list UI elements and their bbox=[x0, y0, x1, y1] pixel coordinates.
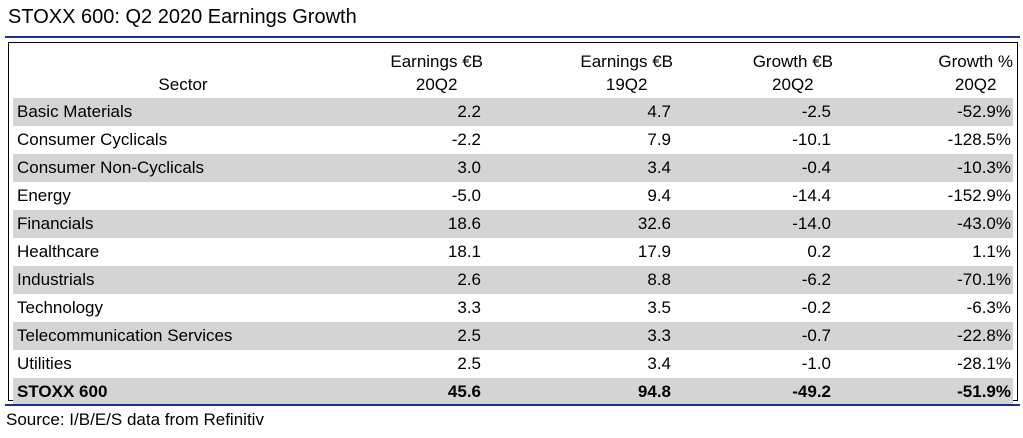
sector-cell: Energy bbox=[17, 186, 71, 205]
bottom-rule bbox=[5, 404, 1020, 406]
sector-cell: Consumer Non-Cyclicals bbox=[13, 154, 353, 182]
earnings-19q2-cell: 7.9 bbox=[647, 130, 671, 149]
growth-pct-cell: -128.5% bbox=[947, 130, 1011, 149]
table-row: Industrials 2.6 8.8 -6.2 -70.1% bbox=[13, 266, 1013, 294]
header-growth-pct-line1: Growth % bbox=[938, 52, 1013, 71]
total-row: STOXX 600 45.6 94.8 -49.2 -51.9% bbox=[13, 378, 1013, 406]
earnings-19q2-cell: 4.7 bbox=[483, 98, 673, 126]
growth-pct-cell: -152.9% bbox=[947, 186, 1011, 205]
header-earnings-20q2: Earnings €B 20Q2 bbox=[353, 47, 483, 98]
table-row: Financials 18.6 32.6 -14.0 -43.0% bbox=[13, 210, 1013, 238]
growth-eur-cell: -10.1 bbox=[792, 130, 831, 149]
earnings-20q2-cell: 2.5 bbox=[457, 354, 481, 373]
growth-pct-cell: -6.3% bbox=[966, 298, 1011, 317]
earnings-20q2-cell: 3.0 bbox=[353, 154, 483, 182]
growth-pct-cell: -28.1% bbox=[957, 354, 1011, 373]
earnings-20q2-cell: 2.2 bbox=[353, 98, 483, 126]
table-row: Energy -5.0 9.4 -14.4 -152.9% bbox=[13, 182, 1013, 210]
top-rule bbox=[5, 36, 1020, 38]
earnings-20q2-cell: -5.0 bbox=[451, 186, 481, 205]
growth-eur-cell: -0.2 bbox=[801, 298, 831, 317]
table-row: Basic Materials 2.2 4.7 -2.5 -52.9% bbox=[13, 98, 1013, 126]
total-growth-eur-cell: -49.2 bbox=[673, 378, 833, 406]
earnings-table-frame: Sector Earnings €B 20Q2 Earnings €B 19Q2 bbox=[8, 42, 1018, 406]
sector-cell: Basic Materials bbox=[13, 98, 353, 126]
table-row: Consumer Cyclicals -2.2 7.9 -10.1 -128.5… bbox=[13, 126, 1013, 154]
earnings-19q2-cell: 9.4 bbox=[647, 186, 671, 205]
table-row: Technology 3.3 3.5 -0.2 -6.3% bbox=[13, 294, 1013, 322]
earnings-20q2-cell: 3.3 bbox=[457, 298, 481, 317]
total-earnings-19q2-cell: 94.8 bbox=[483, 378, 673, 406]
sector-cell: Industrials bbox=[13, 266, 353, 294]
earnings-19q2-cell: 3.5 bbox=[647, 298, 671, 317]
header-sector-label: Sector bbox=[158, 75, 208, 94]
growth-eur-cell: -6.2 bbox=[673, 266, 833, 294]
growth-eur-cell: 0.2 bbox=[807, 242, 831, 261]
header-sector: Sector bbox=[13, 47, 353, 98]
sector-cell: Technology bbox=[17, 298, 104, 317]
table-row: Telecommunication Services 2.5 3.3 -0.7 … bbox=[13, 322, 1013, 350]
sector-cell: Healthcare bbox=[17, 242, 100, 261]
header-earnings-20q2-line1: Earnings €B bbox=[390, 52, 483, 71]
growth-eur-cell: -0.4 bbox=[673, 154, 833, 182]
growth-pct-cell: -70.1% bbox=[833, 266, 1013, 294]
growth-pct-cell: -10.3% bbox=[833, 154, 1013, 182]
sector-cell: Telecommunication Services bbox=[13, 322, 353, 350]
total-earnings-20q2-cell: 45.6 bbox=[353, 378, 483, 406]
table-title: STOXX 600: Q2 2020 Earnings Growth bbox=[8, 6, 357, 28]
total-sector-cell: STOXX 600 bbox=[13, 378, 353, 406]
sector-cell: Financials bbox=[13, 210, 353, 238]
earnings-19q2-cell: 17.9 bbox=[637, 242, 671, 261]
earnings-20q2-cell: 2.6 bbox=[353, 266, 483, 294]
header-earnings-19q2: Earnings €B 19Q2 bbox=[483, 47, 673, 98]
earnings-20q2-cell: 18.6 bbox=[353, 210, 483, 238]
growth-pct-cell: -52.9% bbox=[833, 98, 1013, 126]
growth-pct-cell: -43.0% bbox=[833, 210, 1013, 238]
growth-eur-cell: -14.4 bbox=[792, 186, 831, 205]
earnings-19q2-cell: 3.4 bbox=[483, 154, 673, 182]
header-growth-pct: Growth % 20Q2 bbox=[833, 47, 1013, 98]
earnings-19q2-cell: 32.6 bbox=[483, 210, 673, 238]
header-earnings-19q2-line1: Earnings €B bbox=[580, 52, 673, 71]
growth-eur-cell: -1.0 bbox=[801, 354, 831, 373]
earnings-20q2-cell: -2.2 bbox=[451, 130, 481, 149]
header-growth-eur-line1: Growth €B bbox=[752, 52, 833, 71]
header-row: Sector Earnings €B 20Q2 Earnings €B 19Q2 bbox=[13, 47, 1013, 98]
growth-pct-cell: 1.1% bbox=[972, 242, 1011, 261]
table-row: Consumer Non-Cyclicals 3.0 3.4 -0.4 -10.… bbox=[13, 154, 1013, 182]
header-growth-eur-line2: 20Q2 bbox=[772, 75, 814, 94]
sector-cell: Consumer Cyclicals bbox=[17, 130, 168, 149]
earnings-20q2-cell: 2.5 bbox=[353, 322, 483, 350]
sector-cell: Utilities bbox=[17, 354, 72, 373]
earnings-table: Sector Earnings €B 20Q2 Earnings €B 19Q2 bbox=[13, 47, 1013, 406]
total-growth-pct-cell: -51.9% bbox=[833, 378, 1013, 406]
earnings-19q2-cell: 3.4 bbox=[647, 354, 671, 373]
header-growth-pct-line2: 20Q2 bbox=[954, 75, 997, 94]
header-growth-eur: Growth €B 20Q2 bbox=[673, 47, 833, 98]
source-note: Source: I/B/E/S data from Refinitiv bbox=[6, 410, 264, 429]
earnings-19q2-cell: 8.8 bbox=[483, 266, 673, 294]
earnings-20q2-cell: 18.1 bbox=[447, 242, 481, 261]
growth-eur-cell: -2.5 bbox=[673, 98, 833, 126]
header-earnings-20q2-line2: 20Q2 bbox=[415, 75, 458, 94]
growth-eur-cell: -14.0 bbox=[673, 210, 833, 238]
header-earnings-19q2-line2: 19Q2 bbox=[605, 75, 648, 94]
table-row: Utilities 2.5 3.4 -1.0 -28.1% bbox=[13, 350, 1013, 378]
earnings-19q2-cell: 3.3 bbox=[483, 322, 673, 350]
growth-pct-cell: -22.8% bbox=[833, 322, 1013, 350]
growth-eur-cell: -0.7 bbox=[673, 322, 833, 350]
table-row: Healthcare 18.1 17.9 0.2 1.1% bbox=[13, 238, 1013, 266]
